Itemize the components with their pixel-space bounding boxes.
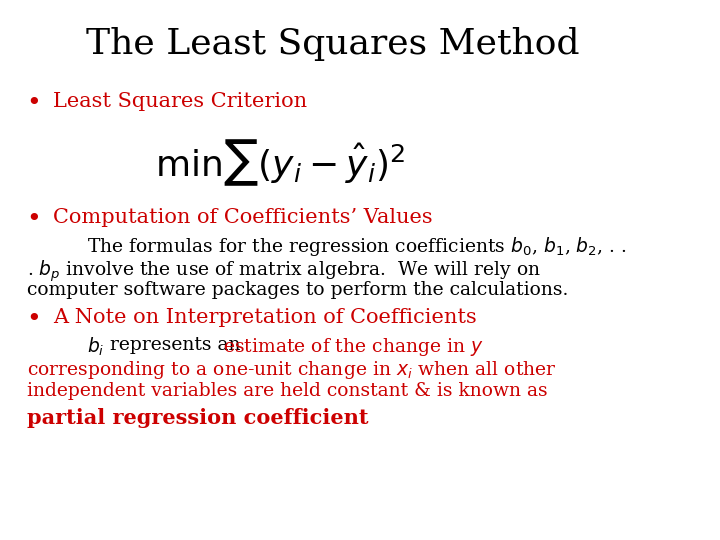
Text: partial regression coefficient: partial regression coefficient [27,408,368,428]
Text: . $b_p$ involve the use of matrix algebra.  We will rely on: . $b_p$ involve the use of matrix algebr… [27,258,541,284]
Text: represents an: represents an [110,336,246,354]
Text: •: • [27,92,41,115]
Text: •: • [27,308,41,331]
Text: •: • [27,208,41,231]
Text: $\min \sum(y_i - \hat{y}_i)^2$: $\min \sum(y_i - \hat{y}_i)^2$ [155,138,405,188]
Text: Computation of Coefficients’ Values: Computation of Coefficients’ Values [53,208,433,227]
Text: computer software packages to perform the calculations.: computer software packages to perform th… [27,281,568,299]
Text: $b_i$: $b_i$ [86,336,104,358]
Text: corresponding to a one-unit change in $x_i$ when all other: corresponding to a one-unit change in $x… [27,359,557,381]
Text: The Least Squares Method: The Least Squares Method [86,27,580,61]
Text: independent variables are held constant & is known as: independent variables are held constant … [27,382,547,400]
Text: A Note on Interpretation of Coefficients: A Note on Interpretation of Coefficients [53,308,477,327]
Text: Least Squares Criterion: Least Squares Criterion [53,92,307,111]
Text: estimate of the change in $y$: estimate of the change in $y$ [223,336,484,358]
Text: The formulas for the regression coefficients $b_0$, $b_1$, $b_2$, . .: The formulas for the regression coeffici… [86,235,626,258]
